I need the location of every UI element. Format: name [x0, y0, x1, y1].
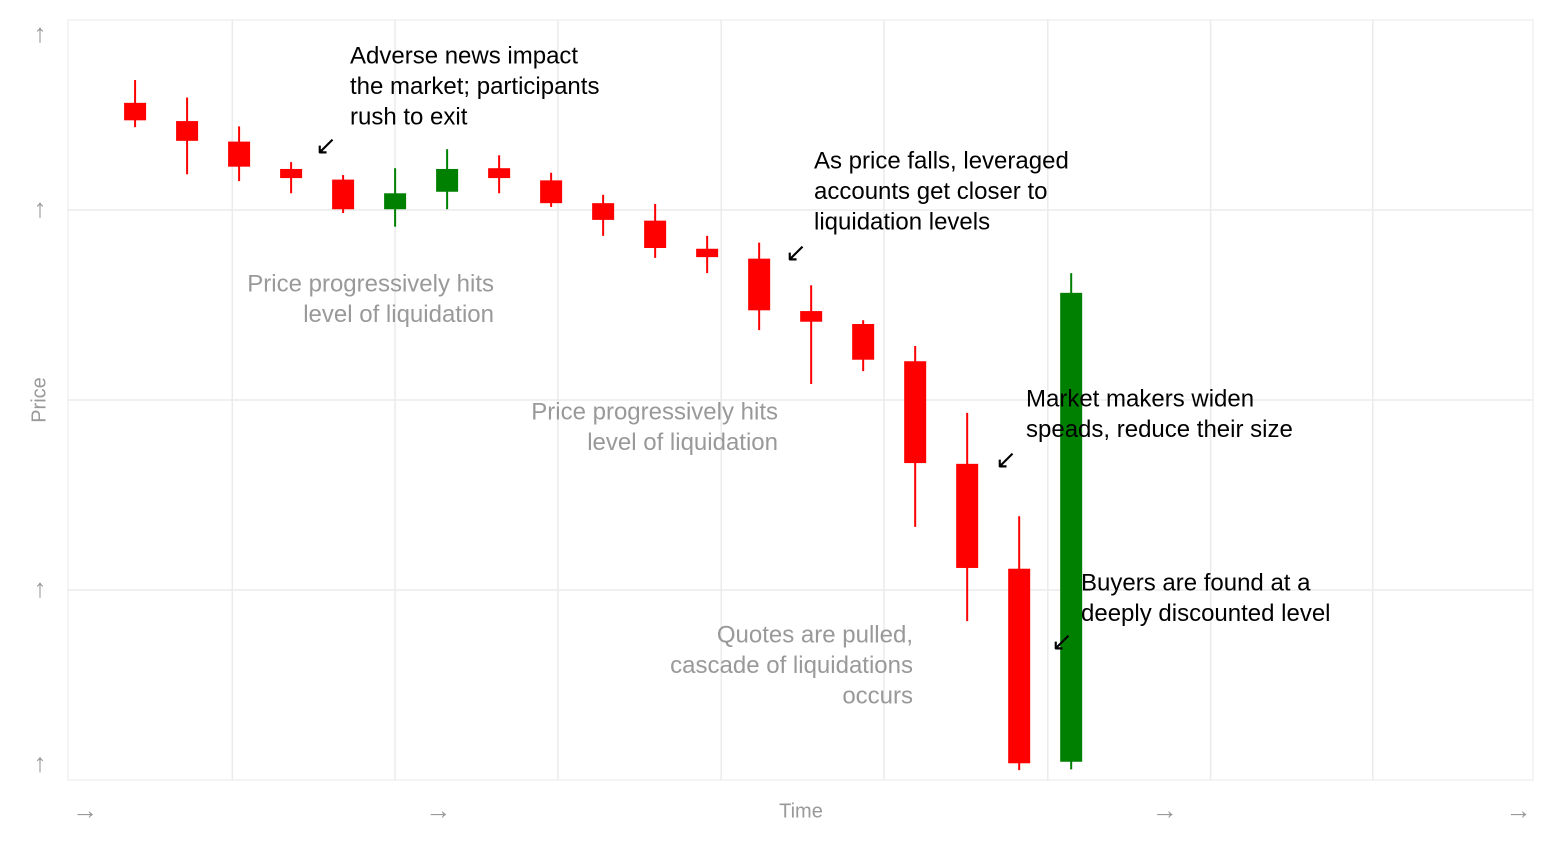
candles: [124, 80, 1083, 771]
grid: [68, 20, 1533, 780]
y-tick-label: ↑: [34, 748, 47, 778]
candle-body: [488, 168, 511, 179]
candle-body: [436, 168, 459, 192]
candle-body: [800, 311, 823, 322]
annotation-line: speads, reduce their size: [1026, 416, 1293, 443]
annotation-line: accounts get closer to: [814, 178, 1047, 205]
annotation-arrow: ↙: [785, 237, 807, 267]
candle-body: [332, 179, 355, 210]
x-axis-label: Time: [779, 800, 823, 822]
annotation-line: Price progressively hits: [531, 398, 778, 425]
annotation-line: occurs: [842, 682, 913, 709]
candle-body: [644, 220, 667, 248]
annotation-arrow: ↙: [995, 444, 1017, 474]
annotation-line: Buyers are found at a: [1081, 569, 1311, 596]
candle-body: [852, 324, 875, 360]
y-axis-label: Price: [28, 377, 50, 423]
candle-body: [124, 102, 147, 121]
x-tick-label: →: [72, 795, 98, 825]
labels: ↑ ↑ ↑ ↑ → → → → Adverse news impact the market; p…: [34, 18, 1532, 825]
candle-body: [592, 203, 615, 220]
annotation-line: Price progressively hits: [247, 270, 494, 297]
annotation-line: Quotes are pulled,: [717, 621, 913, 648]
annotation-line: Market makers widen: [1026, 385, 1254, 412]
candle-body: [228, 141, 251, 167]
annotation-line: level of liquidation: [587, 429, 778, 456]
candle-body: [176, 121, 199, 141]
y-tick-label: ↑: [34, 193, 47, 223]
candle-body: [384, 193, 407, 210]
annotation-line: liquidation levels: [814, 208, 990, 235]
x-tick-label: →: [1152, 795, 1178, 825]
candle-body: [904, 361, 927, 464]
candle-body: [1008, 568, 1031, 764]
annotation-arrow: ↙: [315, 130, 337, 160]
annotation-line: deeply discounted level: [1081, 600, 1331, 627]
annotation-line: rush to exit: [350, 103, 468, 130]
x-tick-label: →: [1505, 795, 1531, 825]
annotation-line: cascade of liquidations: [670, 652, 913, 679]
x-tick-label: →: [425, 795, 451, 825]
y-tick-label: ↑: [34, 18, 47, 48]
annotation-line: level of liquidation: [303, 301, 494, 328]
candle-body: [748, 258, 771, 311]
candle-body: [280, 168, 303, 179]
candle-body: [540, 180, 563, 204]
candle-body: [696, 248, 719, 258]
candle-body: [1060, 292, 1083, 762]
candle-body: [956, 463, 979, 568]
annotation-line: As price falls, leveraged: [814, 147, 1069, 174]
y-tick-label: ↑: [34, 573, 47, 603]
annotation-line: the market; participants: [350, 73, 599, 100]
annotation-arrow: ↙: [1051, 626, 1073, 656]
annotation-line: Adverse news impact: [350, 42, 578, 69]
